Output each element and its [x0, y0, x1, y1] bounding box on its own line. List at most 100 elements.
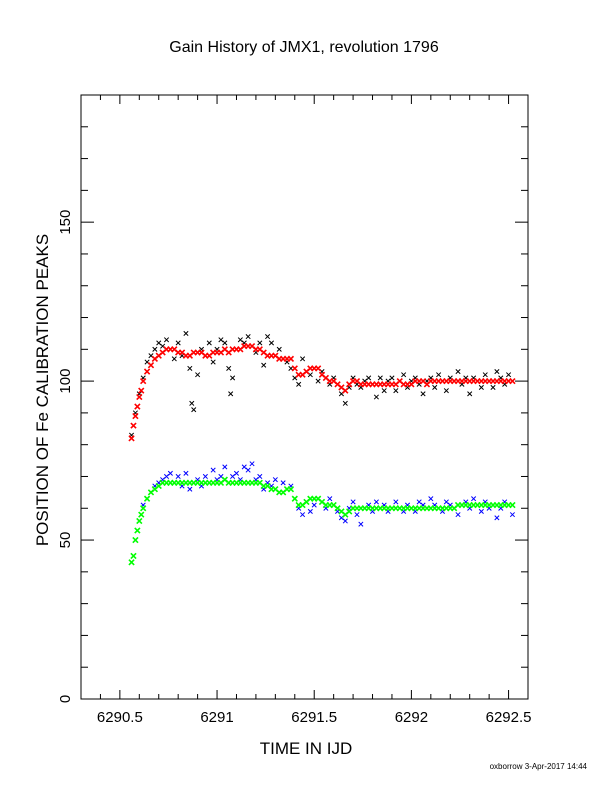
series-1	[128, 342, 516, 442]
data-point	[342, 518, 348, 524]
data-point	[245, 334, 251, 340]
data-points	[128, 330, 516, 566]
y-tick-label: 100	[57, 369, 74, 394]
x-tick-label: 6292.5	[486, 709, 532, 726]
data-point	[311, 502, 317, 508]
data-point	[314, 365, 322, 372]
data-point	[478, 508, 484, 514]
data-point	[494, 369, 500, 375]
data-point	[136, 517, 143, 525]
data-point	[455, 369, 461, 375]
data-point	[432, 384, 438, 391]
data-point	[230, 473, 236, 480]
data-point	[134, 403, 141, 410]
data-point	[136, 393, 143, 401]
data-point	[342, 400, 348, 406]
data-point	[393, 499, 399, 505]
data-point	[222, 464, 228, 470]
y-tick-label: 0	[57, 695, 74, 703]
data-point	[138, 387, 145, 394]
series-0	[128, 330, 516, 438]
data-point	[147, 362, 155, 369]
x-tick-label: 6290.5	[97, 709, 143, 726]
data-point	[327, 496, 333, 502]
data-point	[296, 381, 302, 387]
data-point	[191, 407, 197, 413]
data-point	[428, 496, 434, 502]
data-point	[138, 511, 145, 518]
data-point	[171, 356, 177, 362]
x-tick-label: 6292	[395, 709, 428, 726]
data-point	[175, 340, 181, 346]
data-point	[189, 400, 195, 406]
data-point	[183, 330, 189, 336]
data-point	[506, 372, 512, 378]
data-point	[291, 495, 298, 502]
data-point	[163, 473, 170, 480]
data-point	[233, 470, 240, 476]
axis-ticks	[80, 94, 529, 700]
data-point	[291, 365, 298, 372]
data-point	[175, 473, 181, 480]
data-point	[420, 391, 426, 397]
data-point	[467, 391, 473, 397]
data-point	[130, 552, 137, 560]
data-point	[358, 521, 364, 527]
y-tick-label: 50	[57, 532, 74, 549]
data-point	[490, 384, 496, 391]
data-point	[401, 372, 407, 378]
data-point	[272, 477, 278, 483]
data-point	[210, 359, 216, 365]
data-point	[163, 337, 170, 343]
data-point	[140, 505, 147, 512]
data-point	[494, 515, 500, 521]
data-point	[307, 508, 313, 514]
data-point	[206, 340, 212, 346]
data-point	[381, 388, 387, 394]
data-point	[132, 412, 139, 420]
data-point	[280, 480, 286, 486]
plot-frame	[80, 94, 529, 700]
data-point	[366, 375, 372, 381]
data-point	[222, 340, 228, 346]
data-point	[167, 470, 173, 476]
data-point	[128, 559, 135, 566]
data-point	[300, 356, 306, 362]
data-point	[287, 486, 295, 493]
data-point	[202, 473, 208, 480]
data-point	[134, 527, 141, 534]
data-point	[228, 391, 234, 397]
chart-title: Gain History of JMX1, revolution 1796	[169, 39, 439, 56]
data-point	[342, 387, 349, 394]
data-point	[249, 461, 255, 467]
data-point	[183, 470, 189, 476]
data-point	[509, 512, 516, 518]
data-point	[482, 372, 488, 378]
data-point	[226, 365, 232, 371]
series-3	[128, 476, 516, 566]
data-point	[455, 512, 461, 518]
data-point	[265, 334, 271, 340]
y-tick-label: 150	[57, 210, 74, 235]
data-point	[315, 378, 321, 384]
data-point	[245, 467, 251, 473]
data-point	[195, 372, 201, 378]
y-tick-labels: 0 50 100 150	[57, 210, 74, 704]
data-point	[130, 422, 137, 429]
data-point	[128, 435, 135, 442]
data-point	[132, 536, 139, 544]
data-point	[218, 337, 224, 343]
data-point	[257, 340, 263, 346]
data-point	[276, 346, 282, 352]
data-point	[187, 486, 193, 492]
data-point	[237, 337, 243, 343]
data-point	[416, 499, 422, 505]
data-point	[268, 340, 275, 346]
data-point	[443, 499, 449, 505]
data-point	[210, 467, 216, 473]
series-2	[128, 461, 516, 565]
data-point	[241, 464, 247, 470]
data-point	[143, 495, 151, 502]
data-point	[152, 346, 158, 352]
